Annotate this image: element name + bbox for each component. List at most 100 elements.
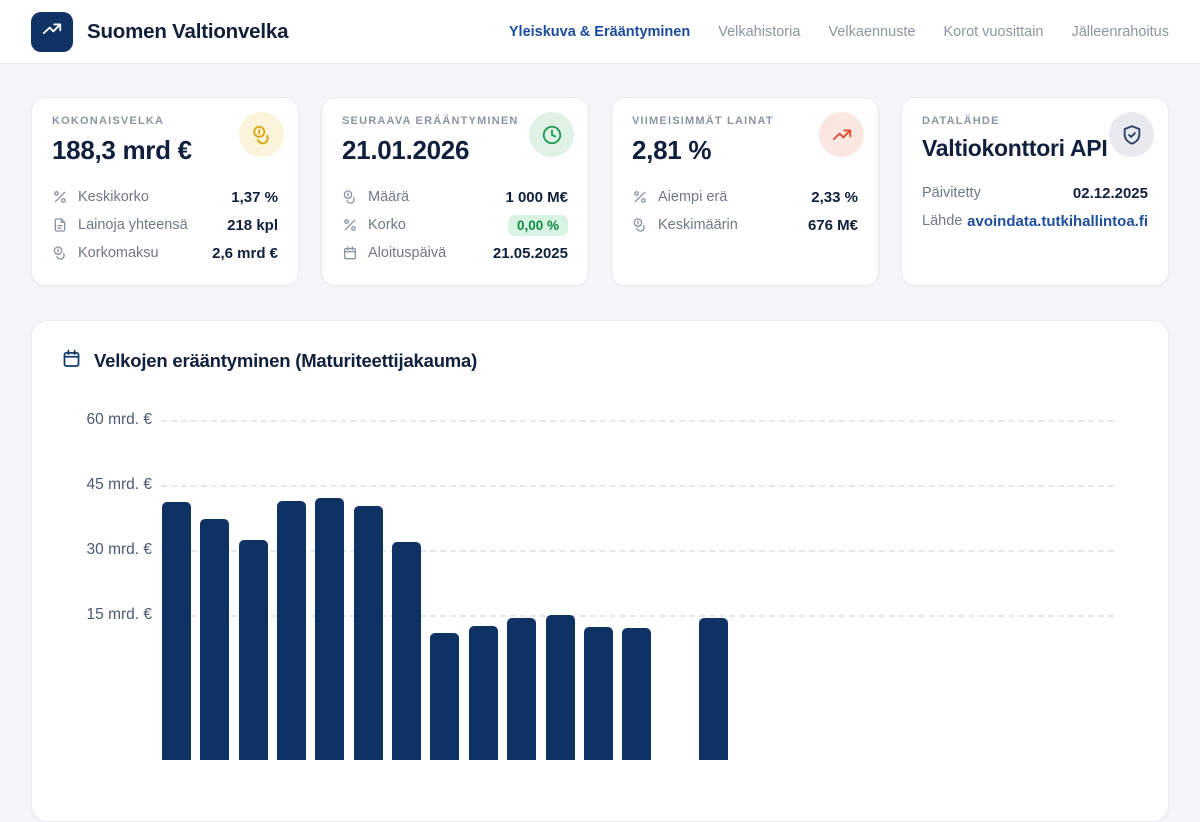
gridline-30 [161, 550, 1114, 552]
bar-10 [507, 618, 537, 760]
card-row: Aloituspäivä 21.05.2025 [342, 239, 568, 267]
chart-title: Velkojen erääntyminen (Maturiteettijakau… [94, 350, 478, 371]
calendar-icon [342, 245, 358, 261]
card-label: KOKONAISVELKA [52, 115, 165, 127]
row-label-text: Korkomaksu [78, 245, 159, 261]
card-label: VIIMEISIMMÄT LAINAT [632, 115, 774, 127]
nav-item-5[interactable]: Jälleenrahoitus [1071, 23, 1169, 40]
percent-icon [632, 189, 648, 205]
maturity-chart-card: Velkojen erääntyminen (Maturiteettijakau… [31, 320, 1169, 822]
y-axis-tick: 60 mrd. € [86, 411, 152, 428]
card-row: Lähde avoindata.tutkihallintoa.fi [922, 207, 1148, 235]
card-row: Korko 0,00 % [342, 211, 568, 239]
bar-4 [277, 501, 307, 760]
card-label: DATALÄHDE [922, 115, 1000, 127]
percent-icon [342, 217, 358, 233]
card-row: Korkomaksu 2,6 mrd € [52, 239, 278, 267]
card-rows: Aiempi erä 2,33 % Keskimäärin 676 M€ [632, 183, 858, 239]
file-icon [52, 217, 68, 233]
bar-12 [583, 627, 613, 760]
nav-item-3[interactable]: Velkaennuste [828, 23, 916, 40]
row-label: Lähde [922, 213, 962, 229]
y-axis-tick: 30 mrd. € [86, 541, 152, 558]
row-value: 676 M€ [807, 216, 858, 234]
card-label: SEURAAVA ERÄÄNTYMINEN [342, 115, 519, 127]
trending-up-icon [41, 18, 63, 45]
row-value: 1,37 % [231, 188, 278, 206]
row-value: 218 kpl [227, 216, 278, 234]
coins-icon [632, 217, 648, 233]
bar-2 [200, 518, 230, 760]
card-rows: Keskikorko 1,37 % Lainoja yhteensä 218 kpl K… [52, 183, 278, 267]
stat-card-2: SEURAAVA ERÄÄNTYMINEN 21.01.2026 Määrä 1 00… [321, 97, 589, 286]
card-row: Päivitetty 02.12.2025 [922, 179, 1148, 207]
stat-card-1: KOKONAISVELKA 188,3 mrd € Keskikorko 1,37 %… [31, 97, 299, 286]
card-rows: Päivitetty 02.12.2025 Lähde avoindata.tutki… [922, 179, 1148, 235]
card-row: Määrä 1 000 M€ [342, 183, 568, 211]
row-label: Aiempi erä [632, 189, 727, 205]
row-label-text: Aloituspäivä [368, 245, 447, 261]
card-value: 21.01.2026 [342, 135, 470, 165]
maturity-bar-chart: 60 mrd. € 45 mrd. € 30 mrd. € 15 mrd. € [32, 401, 1168, 821]
percent-icon [52, 189, 68, 205]
coins-icon [239, 112, 284, 157]
row-label: Keskimäärin [632, 217, 738, 233]
nav-item-1[interactable]: Yleiskuva & Erääntyminen [508, 23, 691, 40]
y-axis-tick: 15 mrd. € [86, 606, 152, 623]
row-label: Määrä [342, 189, 409, 205]
y-axis-tick: 45 mrd. € [86, 476, 152, 493]
coins-icon [52, 245, 68, 261]
row-label: Korko [342, 217, 406, 233]
card-value: 2,81 % [632, 135, 712, 165]
bar-5 [315, 498, 345, 760]
app-title: Suomen Valtionvelka [87, 19, 289, 43]
row-label-text: Lainoja yhteensä [78, 217, 188, 233]
row-value: 2,33 % [811, 188, 858, 206]
row-label: Korkomaksu [52, 245, 159, 261]
row-value: 1 000 M€ [505, 188, 568, 206]
rate-badge: 0,00 % [507, 214, 568, 236]
calendar-icon [61, 348, 82, 374]
bar-7 [392, 542, 422, 760]
card-value: 188,3 mrd € [52, 135, 192, 165]
main-nav: Yleiskuva & Erääntyminen Velkahistoria Vel… [509, 24, 1169, 40]
gridline-15 [161, 615, 1114, 617]
app-logo [31, 11, 73, 52]
bar-9 [468, 625, 498, 760]
nav-item-2[interactable]: Velkahistoria [718, 23, 801, 40]
row-label-text: Aiempi erä [658, 189, 728, 205]
brand: Suomen Valtionvelka [31, 11, 289, 52]
row-label-text: Korko [368, 217, 406, 233]
row-label: Aloituspäivä [342, 245, 446, 261]
chart-title-row: Velkojen erääntyminen (Maturiteettijakau… [32, 347, 1168, 375]
nav-item-4[interactable]: Korot vuosittain [943, 23, 1044, 40]
coins-icon [342, 189, 358, 205]
row-label: Lainoja yhteensä [52, 217, 188, 233]
bar-6 [353, 505, 383, 760]
bar-11 [545, 615, 575, 760]
card-row: Keskikorko 1,37 % [52, 183, 278, 211]
bar-3 [238, 540, 268, 760]
main-content: KOKONAISVELKA 188,3 mrd € Keskikorko 1,37 %… [0, 64, 1200, 822]
app-header: Suomen Valtionvelka Yleiskuva & Erääntym… [0, 0, 1200, 64]
card-rows: Määrä 1 000 M€ Korko 0,00 % Aloituspäivä 21.0… [342, 183, 568, 267]
shield-check-icon [1109, 112, 1154, 157]
bar-15 [698, 618, 728, 760]
bar-1 [162, 501, 191, 760]
row-value: 21.05.2025 [492, 244, 568, 262]
card-row: Lainoja yhteensä 218 kpl [52, 211, 278, 239]
stat-card-4: DATALÄHDE Valtiokonttori API Päivitetty 02.… [901, 97, 1169, 286]
row-label-text: Lähde [922, 213, 963, 229]
row-label-text: Päivitetty [922, 185, 981, 201]
stat-card-3: VIIMEISIMMÄT LAINAT 2,81 % Aiempi erä 2,33 … [611, 97, 879, 286]
row-label-text: Määrä [368, 189, 410, 205]
clock-icon [529, 112, 574, 157]
row-label-text: Keskikorko [78, 189, 149, 205]
source-link[interactable]: avoindata.tutkihallintoa.fi [967, 212, 1148, 230]
trending-up-icon [819, 112, 864, 157]
card-value: Valtiokonttori API [922, 135, 1108, 161]
gridline-60 [161, 420, 1114, 422]
stat-cards: KOKONAISVELKA 188,3 mrd € Keskikorko 1,37 %… [31, 97, 1169, 286]
gridline-45 [161, 485, 1114, 487]
row-value: 2,6 mrd € [212, 244, 278, 262]
